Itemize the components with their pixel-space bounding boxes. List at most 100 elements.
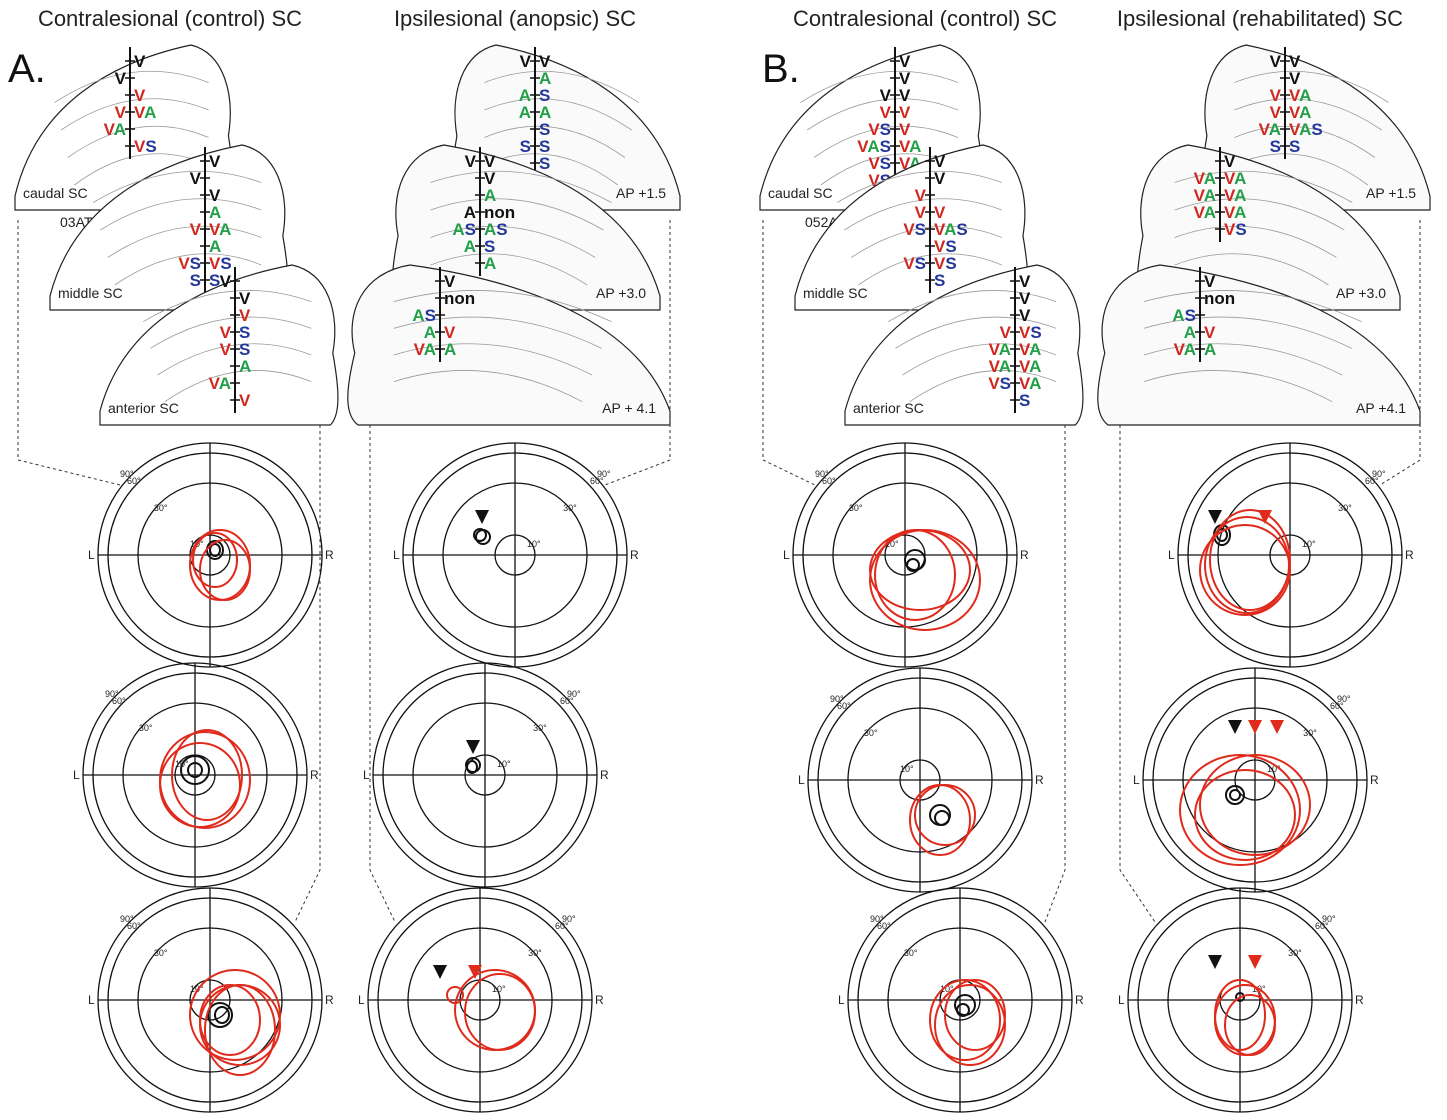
response-label: non <box>1204 289 1235 308</box>
slice-label: AP + 4.1 <box>602 400 656 416</box>
right-label: R <box>600 768 609 782</box>
response-label: V <box>190 220 202 239</box>
rf-red <box>190 970 280 1060</box>
response-label: V <box>220 340 232 359</box>
arrow <box>466 740 480 754</box>
right-label: R <box>325 993 334 1007</box>
ring-label: 30° <box>139 723 153 733</box>
rf-red <box>205 985 275 1075</box>
arrow <box>1248 955 1262 969</box>
rf-black <box>935 811 949 825</box>
left-label: L <box>73 768 80 782</box>
response-label: S <box>934 271 945 290</box>
ring-label: 10° <box>497 759 511 769</box>
ring-label: 10° <box>900 764 914 774</box>
ring-label: 30° <box>904 948 918 958</box>
response-label: S <box>1270 137 1281 156</box>
ring-label: 30° <box>563 503 577 513</box>
ring-label: 30° <box>533 723 547 733</box>
polar-plot: 90°60°30°10°LR <box>1118 888 1364 1112</box>
right-label: R <box>595 993 604 1007</box>
right-label: R <box>310 768 319 782</box>
polar-plot: 90°60°30°10°LR <box>1133 668 1379 892</box>
rf-red <box>200 540 250 600</box>
slice-label: AP +1.5 <box>616 185 666 201</box>
response-label: A <box>484 254 496 273</box>
slice-label: AP +3.0 <box>596 285 646 301</box>
response-label: V <box>465 152 477 171</box>
column-title: Contralesional (control) SC <box>38 6 302 31</box>
response-label: VA <box>134 103 156 122</box>
response-label: VA <box>209 374 231 393</box>
ring-label: 10° <box>492 984 506 994</box>
rf-red <box>1225 995 1275 1055</box>
response-label: VS <box>134 137 157 156</box>
ring-label: 60° <box>1330 701 1344 711</box>
right-label: R <box>1405 548 1414 562</box>
ring-label: 30° <box>864 728 878 738</box>
page: body { margin: 0; background: #fff; font… <box>0 0 1447 1120</box>
arrow <box>1208 510 1222 524</box>
body: {"letter_colors":{"V":"#d0281e","A":"#22… <box>0 0 1447 1120</box>
ring-label: 60° <box>590 476 604 486</box>
rf-black <box>1230 790 1240 800</box>
ring-label: 60° <box>837 701 851 711</box>
polar-plot: 90°60°30°10°LR <box>1168 443 1414 667</box>
arrow <box>433 965 447 979</box>
connector <box>1380 220 1420 485</box>
ring-label: 30° <box>849 503 863 513</box>
polar-plot: 90°60°30°10°LR <box>363 663 609 887</box>
ring-label: 30° <box>1303 728 1317 738</box>
response-label: V <box>239 391 251 410</box>
right-label: R <box>325 548 334 562</box>
rf-red <box>1195 770 1295 860</box>
response-label: V <box>520 52 532 71</box>
ring-label: 60° <box>127 476 141 486</box>
response-label: VS <box>988 374 1011 393</box>
left-label: L <box>838 993 845 1007</box>
ring-label: 60° <box>127 921 141 931</box>
right-label: R <box>1355 993 1364 1007</box>
slice-label: anterior SC <box>853 400 924 416</box>
response-label: VS <box>903 254 926 273</box>
right-label: R <box>1075 993 1084 1007</box>
rf-red <box>945 980 1005 1050</box>
right-label: R <box>1020 548 1029 562</box>
slice-label: AP +3.0 <box>1336 285 1386 301</box>
left-label: L <box>363 768 370 782</box>
rf-red <box>1205 517 1289 613</box>
response-label: VS <box>1224 220 1247 239</box>
panel-label: B. <box>762 47 800 91</box>
slice-label: anterior SC <box>108 400 179 416</box>
arrow <box>475 510 489 524</box>
polar-plot: 90°60°30°10°LR <box>783 443 1029 667</box>
ring-label: 60° <box>822 476 836 486</box>
left-label: L <box>1118 993 1125 1007</box>
response-label: V <box>1270 52 1282 71</box>
ring-label: 60° <box>1315 921 1329 931</box>
ring-label: 30° <box>1288 948 1302 958</box>
response-label: S <box>1019 391 1030 410</box>
slice-label: caudal SC <box>23 185 88 201</box>
response-label: V <box>209 152 221 171</box>
ring-label: 10° <box>527 539 541 549</box>
response-label: A <box>519 103 531 122</box>
response-label: VA <box>1174 340 1196 359</box>
response-label: A <box>464 237 476 256</box>
left-label: L <box>1133 773 1140 787</box>
slice-label: AP +4.1 <box>1356 400 1406 416</box>
slice-label: caudal SC <box>768 185 833 201</box>
ring-label: 60° <box>560 696 574 706</box>
arrow <box>1270 720 1284 734</box>
ring-label: 60° <box>555 921 569 931</box>
rf-black <box>476 530 490 544</box>
response-label: V <box>220 272 232 291</box>
arrow <box>1228 720 1242 734</box>
figure: A.Contralesional (control) SCcaudal SC03… <box>0 0 1447 1120</box>
response-label: V <box>934 169 946 188</box>
response-label: V <box>134 52 146 71</box>
response-label: V <box>190 169 202 188</box>
left-label: L <box>1168 548 1175 562</box>
